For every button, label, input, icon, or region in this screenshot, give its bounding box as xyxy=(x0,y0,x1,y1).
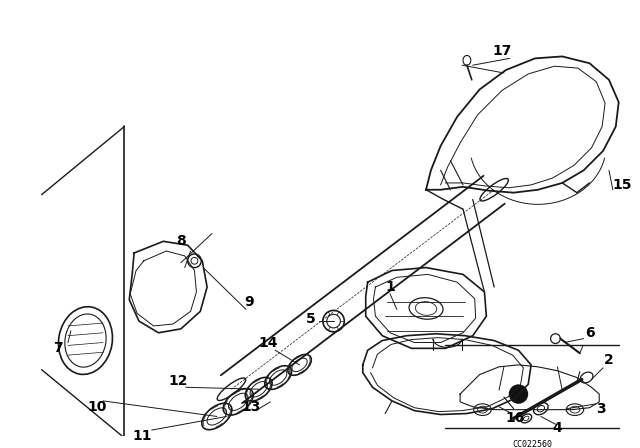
Text: 7: 7 xyxy=(53,341,63,355)
Text: 1: 1 xyxy=(385,280,395,294)
Text: 3: 3 xyxy=(596,402,606,416)
Text: 5: 5 xyxy=(307,312,316,326)
Text: 15: 15 xyxy=(613,178,632,192)
Text: 11: 11 xyxy=(132,429,152,443)
Text: 17: 17 xyxy=(492,43,511,58)
Text: 6: 6 xyxy=(585,326,595,340)
Text: 9: 9 xyxy=(244,295,253,309)
Text: 14: 14 xyxy=(259,336,278,349)
Text: 2: 2 xyxy=(604,353,614,367)
Text: 13: 13 xyxy=(241,400,260,414)
Text: 12: 12 xyxy=(168,375,188,388)
Text: 16: 16 xyxy=(506,411,525,426)
Ellipse shape xyxy=(509,384,528,404)
Text: 8: 8 xyxy=(176,234,186,248)
Text: 4: 4 xyxy=(552,421,563,435)
Text: CC022560: CC022560 xyxy=(512,440,552,448)
Text: 10: 10 xyxy=(88,400,107,414)
